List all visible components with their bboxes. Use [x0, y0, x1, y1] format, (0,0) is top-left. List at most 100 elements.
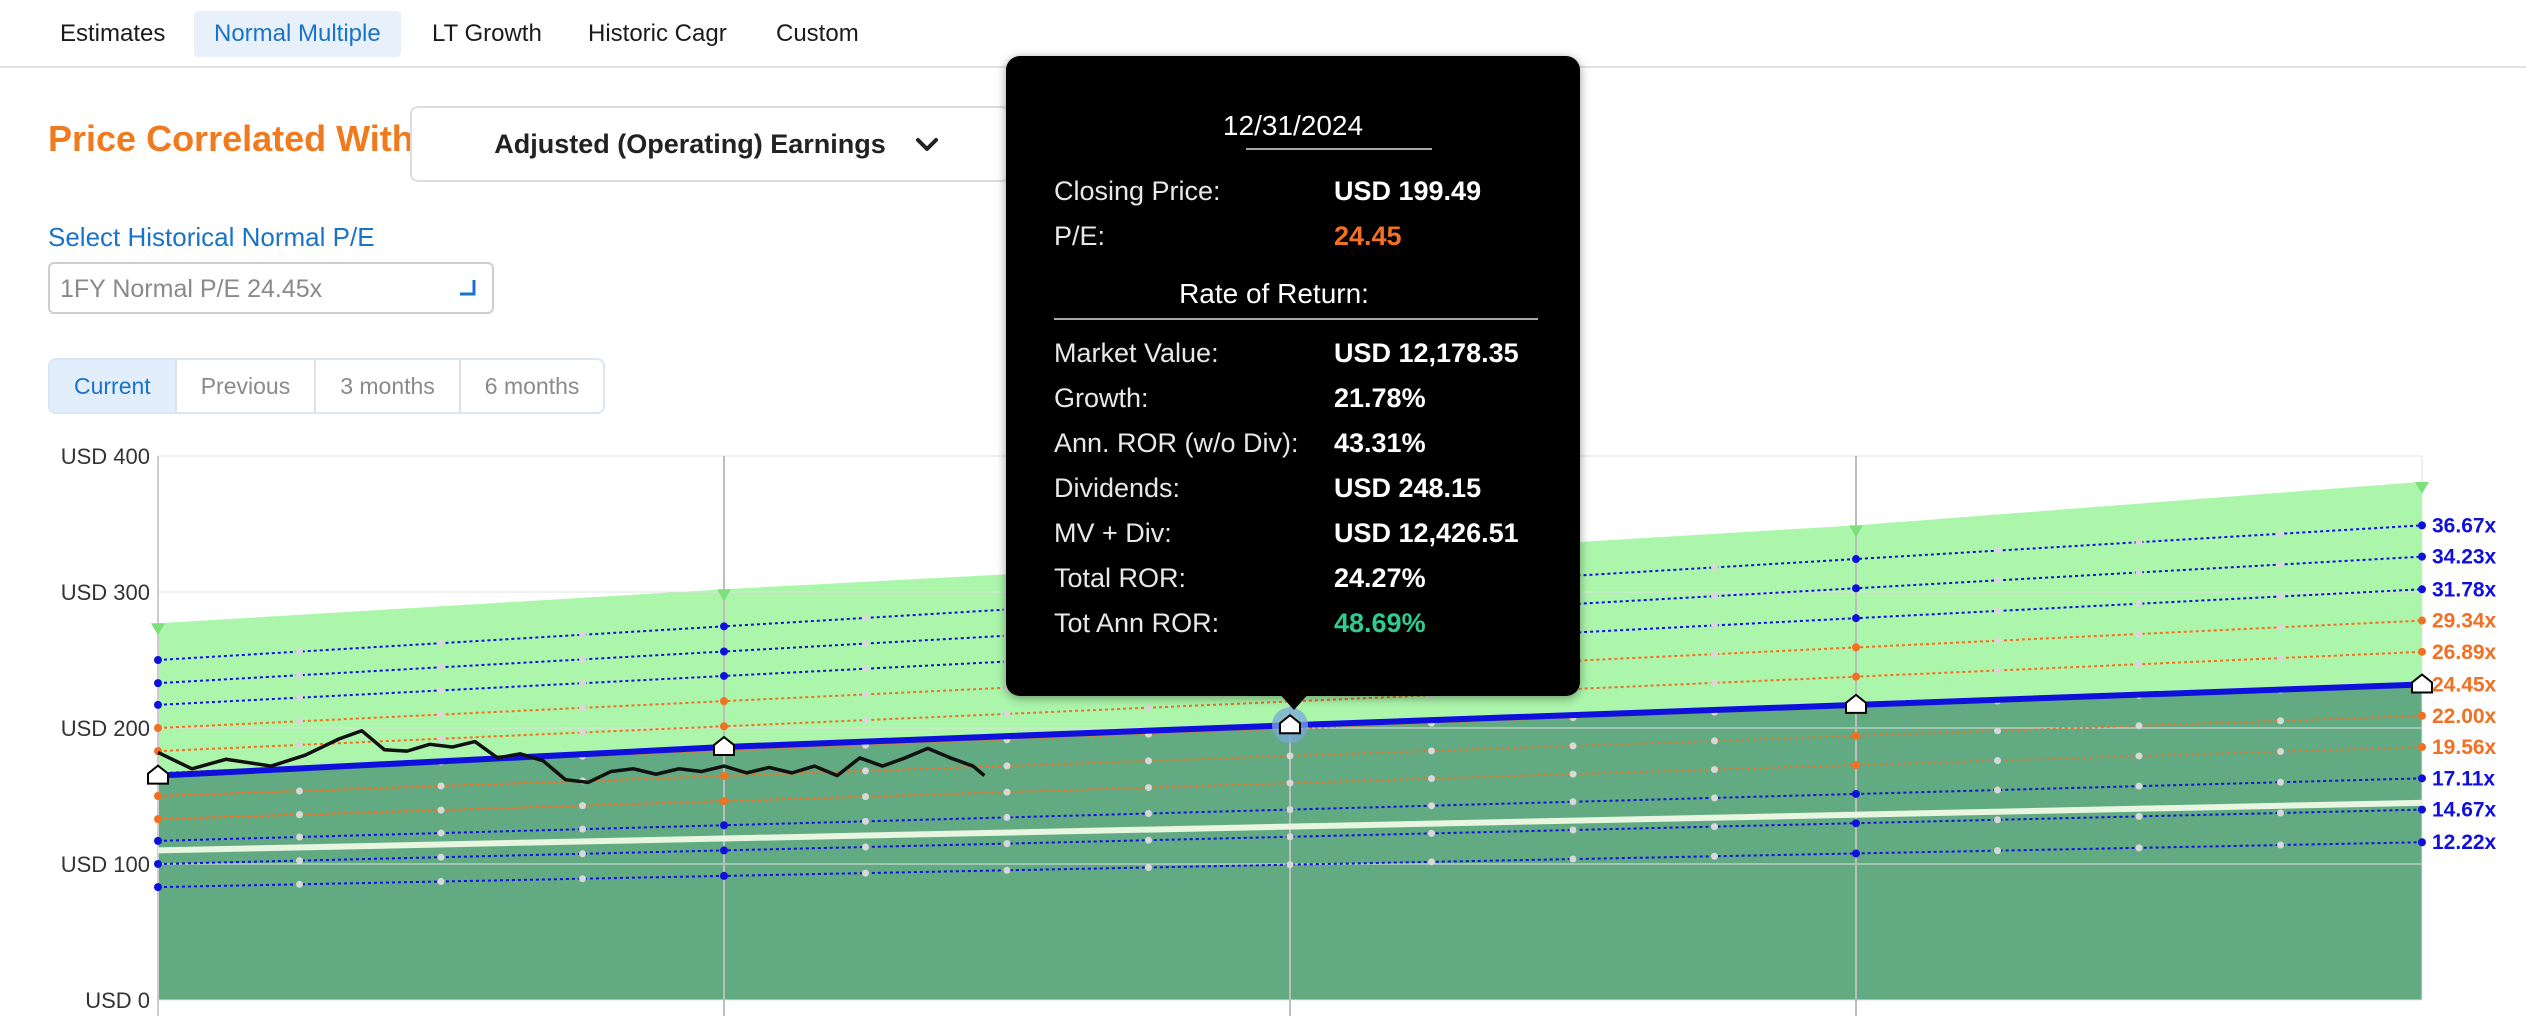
pe-band-point: [2135, 600, 2143, 608]
pe-band-point: [437, 829, 445, 837]
pe-band-point: [1852, 555, 1860, 564]
pe-band-point: [2277, 561, 2284, 569]
pe-band-point: [296, 833, 303, 841]
pe-band-point: [296, 787, 303, 795]
earnings-metric-dropdown[interactable]: Adjusted (Operating) Earnings: [410, 106, 1010, 182]
pe-band-point: [1145, 810, 1152, 818]
pe-band-point: [1852, 584, 1860, 593]
pe-band-point: [1286, 833, 1294, 841]
tooltip-growth: 21.78%: [1334, 383, 1426, 413]
pe-band-point: [2418, 743, 2426, 752]
pe-band-point: [1994, 847, 2001, 855]
pe-band-point: [1711, 737, 1718, 745]
pe-band-point: [296, 741, 303, 749]
period-6-months[interactable]: 6 months: [484, 373, 580, 399]
upper-band-marker: [2415, 481, 2429, 494]
pe-band-point: [862, 817, 869, 825]
pe-band-point: [2418, 711, 2426, 720]
pe-band-point: [437, 782, 445, 790]
historical-pe-input[interactable]: 1FY Normal P/E 24.45x: [48, 262, 494, 314]
pe-band-point: [1145, 704, 1152, 712]
price-correlated-title: Price Correlated With: [48, 118, 414, 159]
fair-value-marker: [1845, 693, 1867, 714]
pe-band-point: [579, 679, 586, 687]
pe-band-point: [154, 815, 162, 824]
pe-band-point: [1428, 802, 1435, 810]
pe-band-label: 24.45x: [2432, 673, 2497, 696]
valuation-chart[interactable]: USD 0 USD 100 USD 200 USD 300 USD 400 36.67x…: [0, 430, 2526, 1016]
fair-value-marker: [147, 764, 169, 785]
fair-value-marker: [713, 735, 735, 757]
pe-band-point: [296, 694, 303, 702]
pe-band-point: [1003, 813, 1011, 821]
pe-band-label: 26.89x: [2432, 641, 2497, 664]
pe-band-point: [2418, 521, 2426, 530]
pe-band-point: [1145, 863, 1152, 871]
pe-band-point: [862, 614, 869, 622]
upper-band-marker: [151, 623, 165, 636]
pe-band-point: [1994, 816, 2001, 824]
pe-band-point: [862, 793, 869, 801]
period-previous[interactable]: Previous: [177, 360, 317, 412]
pe-band-point: [1286, 752, 1294, 760]
tooltip-date-underline: [1246, 148, 1432, 150]
tab-lt-growth[interactable]: LT Growth: [432, 20, 542, 47]
pe-band-point: [862, 640, 869, 648]
pe-band-point: [579, 850, 586, 858]
pe-band-point: [154, 679, 162, 688]
tooltip-row-label: Ann. ROR (w/o Div):: [1054, 428, 1299, 458]
pe-band-point: [154, 656, 162, 664]
pe-band-point: [2277, 778, 2284, 786]
y-tick-label: USD 300: [61, 580, 150, 605]
period-selector: Current Previous 3 months 6 months: [48, 358, 606, 414]
pe-band-label: 12.22x: [2432, 831, 2497, 854]
price-history-line: [157, 728, 986, 785]
pe-band-label: 22.00x: [2432, 705, 2497, 728]
pe-band-label: 29.34x: [2432, 610, 2497, 633]
tab-custom[interactable]: Custom: [776, 20, 859, 47]
pe-band-point: [2135, 538, 2143, 546]
pe-band-point: [862, 843, 869, 851]
tooltip-row-label: Growth:: [1054, 383, 1149, 413]
y-axis-ticks: USD 0 USD 100 USD 200 USD 300 USD 400: [61, 444, 150, 1013]
tab-normal-multiple[interactable]: Normal Multiple: [194, 11, 401, 57]
pe-band-label: 19.56x: [2432, 736, 2497, 759]
upper-band-marker: [1849, 525, 1863, 538]
tooltip-market-value: USD 12,178.35: [1334, 338, 1519, 368]
tooltip-mv-div: USD 12,426.51: [1334, 518, 1519, 548]
pe-band-point: [1003, 788, 1011, 796]
pe-band-point: [2277, 530, 2284, 538]
pe-band-point: [1569, 742, 1577, 750]
pe-band-point: [2418, 616, 2426, 625]
tooltip-ror-header: Rate of Return:: [1179, 278, 1369, 309]
tab-estimates[interactable]: Estimates: [60, 20, 166, 47]
pe-band-point: [1286, 779, 1294, 787]
pe-band-point: [1711, 852, 1718, 860]
tooltip-pe-label: P/E:: [1054, 221, 1106, 251]
period-current[interactable]: Current: [50, 360, 177, 412]
pe-band-point: [296, 648, 303, 656]
period-3-months[interactable]: 3 months: [316, 360, 461, 412]
pe-band-point: [2277, 841, 2284, 849]
pe-band-point: [2135, 844, 2143, 852]
tooltip-row-label: Total ROR:: [1054, 563, 1187, 593]
pe-band-point: [296, 857, 303, 865]
pe-band-label: 14.67x: [2432, 799, 2497, 822]
pe-band-point: [154, 883, 162, 892]
y-tick-label: USD 0: [85, 988, 150, 1013]
tooltip-row-label: Tot Ann ROR:: [1054, 608, 1220, 638]
pe-band-point: [1994, 547, 2001, 555]
pe-band-point: [2135, 722, 2143, 730]
dropdown-selected-value: Adjusted (Operating) Earnings: [494, 129, 886, 159]
pe-band-point: [2418, 647, 2426, 656]
pe-band-point: [2418, 838, 2426, 847]
pe-band-point: [1711, 823, 1718, 831]
pe-band-point: [2418, 805, 2426, 814]
pe-band-point: [720, 671, 728, 680]
pe-band-point: [720, 821, 728, 830]
tooltip-row-label: Market Value:: [1054, 338, 1219, 368]
pe-band-label: 36.67x: [2432, 514, 2497, 537]
pe-band-point: [720, 771, 728, 780]
pe-band-point: [1286, 861, 1294, 869]
tab-historic-cagr[interactable]: Historic Cagr: [588, 20, 727, 47]
